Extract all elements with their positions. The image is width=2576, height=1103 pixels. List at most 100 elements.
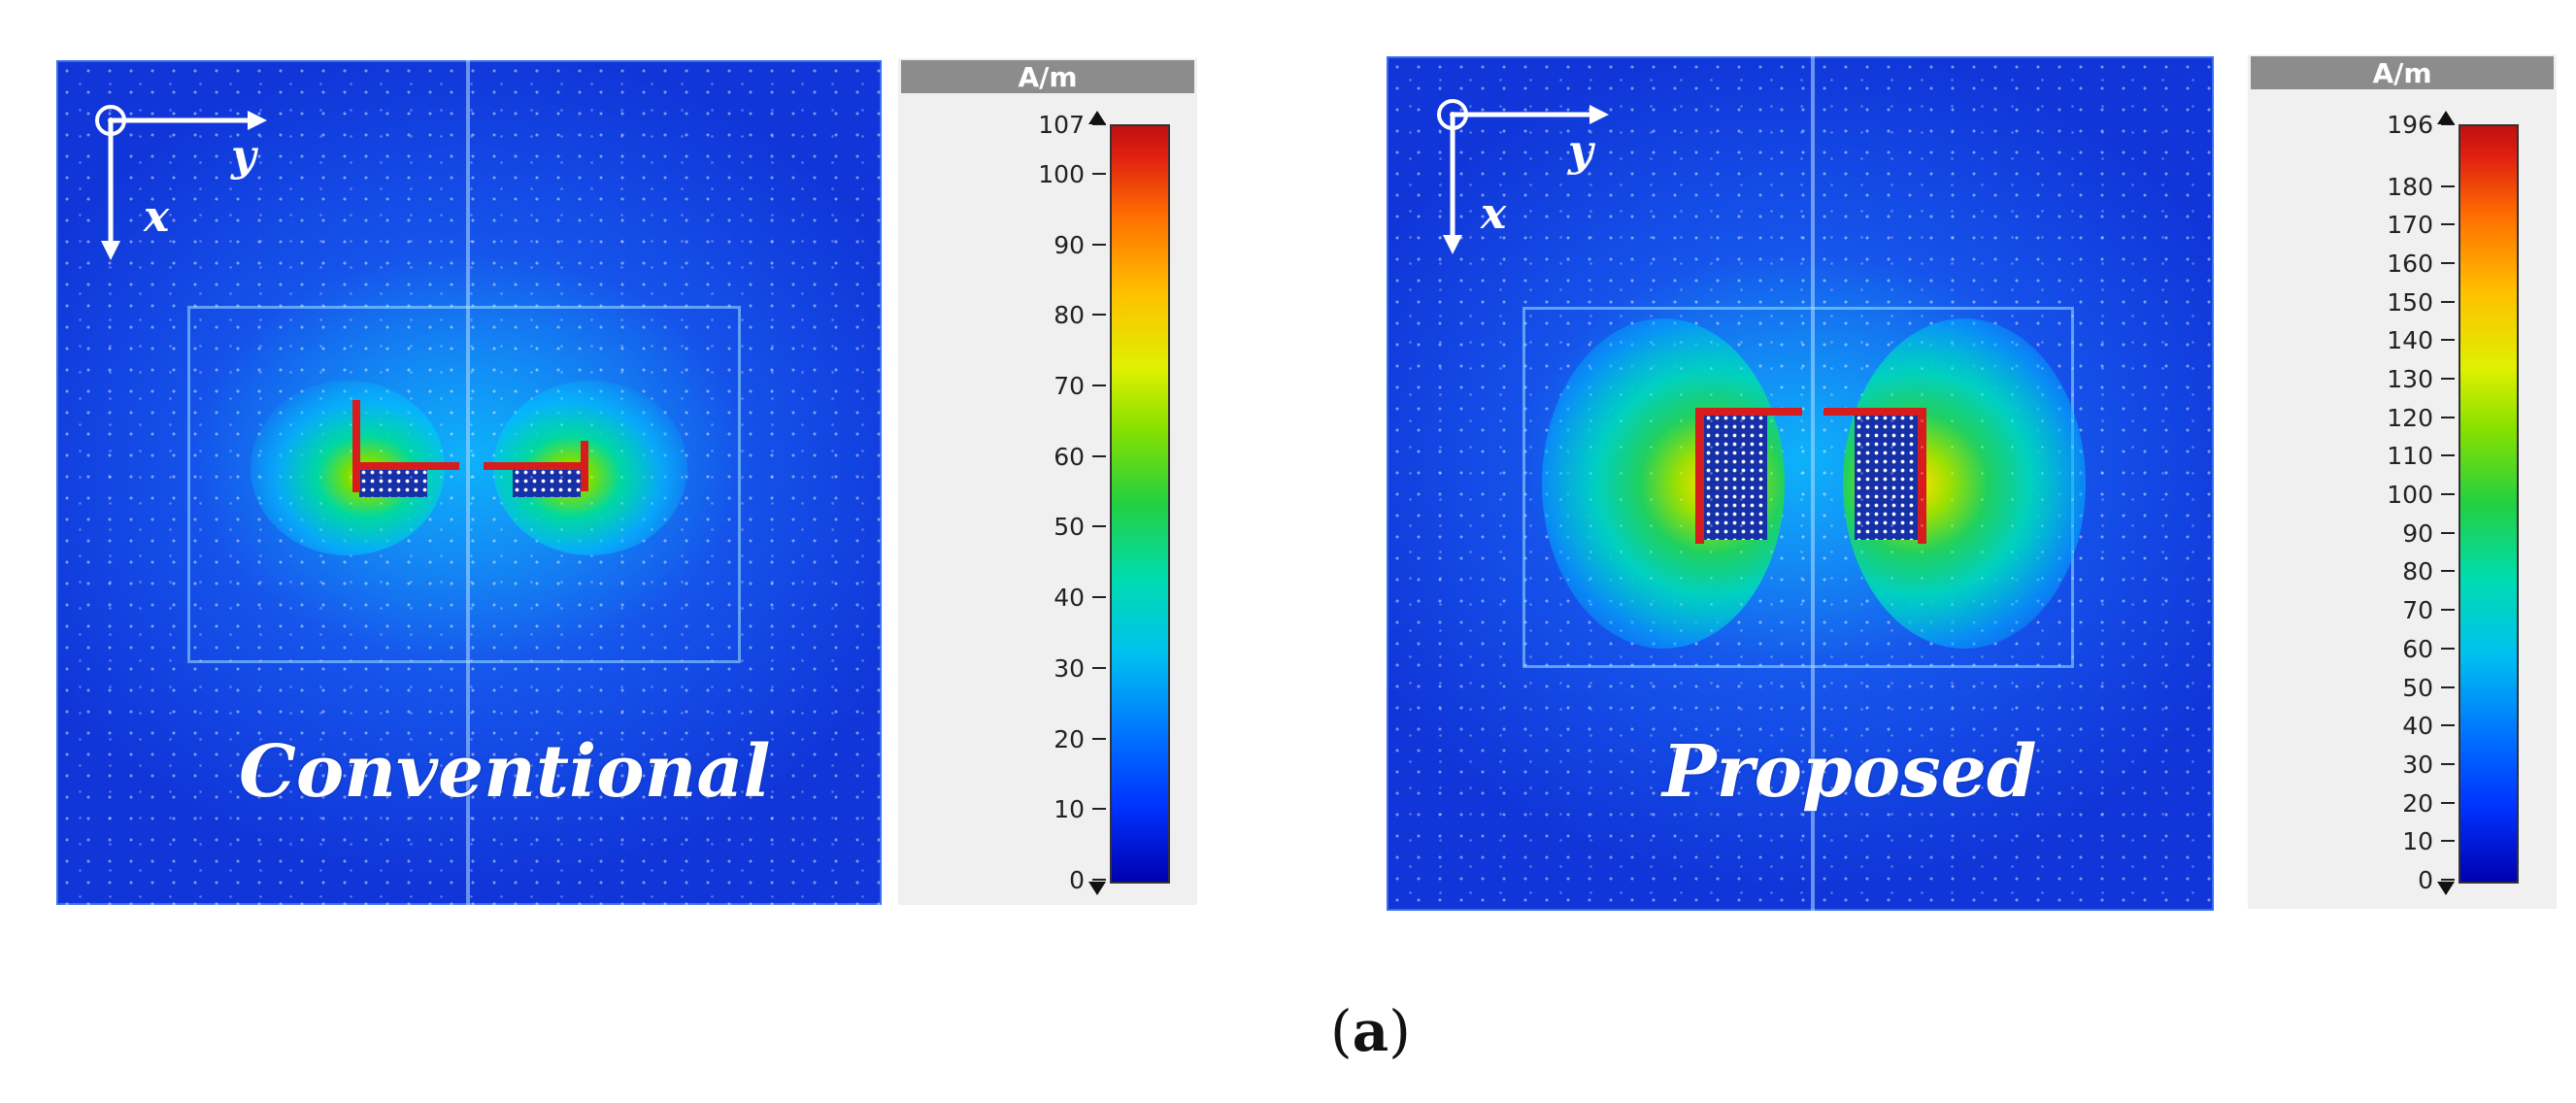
colorbar-tick-label: 110 <box>2387 442 2433 471</box>
overlay-label-proposed: Proposed <box>1662 730 2037 814</box>
colorbar-tick-mark <box>1092 123 1106 125</box>
field-lobe-right <box>493 381 687 555</box>
coil-vertical-left <box>352 400 360 492</box>
colorbar-tick-label: 0 <box>1069 866 1085 894</box>
inner-rect <box>1522 307 2074 668</box>
colorbar-gradient <box>2459 124 2519 884</box>
caption-letter: a <box>1352 998 1389 1064</box>
colorbar-tick-label: 100 <box>2387 481 2433 510</box>
colorbar-tick-mark <box>1092 525 1106 528</box>
colorbar-tick-mark <box>2441 454 2455 457</box>
inner-rect <box>187 306 741 663</box>
colorbar-unit: A/m <box>2251 56 2554 89</box>
colorbar-tick-label: 70 <box>1054 372 1085 401</box>
colorbar-tick-mark <box>2441 377 2455 380</box>
colorbar-tick-mark <box>2441 570 2455 573</box>
colorbar-tick-label: 50 <box>2402 673 2433 702</box>
axis-label-x: x <box>1481 189 1507 239</box>
coil-vertical-right <box>1918 408 1926 544</box>
colorbar-min-arrow-icon <box>2437 882 2455 895</box>
colorbar-tick-label: 170 <box>2387 211 2433 240</box>
colorbar-tick-mark <box>2441 685 2455 688</box>
coil-slot-right <box>1855 414 1918 540</box>
colorbar-tick-label: 160 <box>2387 249 2433 278</box>
colorbar-tick-label: 20 <box>2402 788 2433 818</box>
colorbar-tick-label: 40 <box>1054 584 1085 613</box>
colorbar-tick-mark <box>1092 243 1106 246</box>
coil-horizontal-left <box>352 462 459 470</box>
field-lobe-right <box>1843 318 2086 649</box>
colorbar-tick-label: 180 <box>2387 172 2433 201</box>
coil-vertical-right <box>581 441 588 491</box>
colorbar-tick-mark <box>2441 300 2455 303</box>
colorbar-tick-label: 20 <box>1054 724 1085 753</box>
colorbar-tick-mark <box>1092 596 1106 599</box>
coil-horizontal-right <box>484 462 588 470</box>
colorbar-tick-mark <box>2441 840 2455 843</box>
colorbar-tick-mark <box>2441 879 2455 881</box>
colorbar-tick-mark <box>2441 123 2455 125</box>
colorbar-tick-mark <box>2441 184 2455 187</box>
axis-label-y: y <box>231 131 256 181</box>
coil-slot-left <box>359 468 427 497</box>
colorbar-tick-mark <box>1092 737 1106 740</box>
colorbar-tick-mark <box>2441 531 2455 534</box>
field-lobe-left <box>1542 318 1785 649</box>
colorbar-tick-label: 196 <box>2387 111 2433 139</box>
axis-label-x: x <box>144 192 170 242</box>
coil-slot-right <box>513 468 581 497</box>
colorbar-tick-label: 60 <box>2402 634 2433 663</box>
colorbar-max-arrow-icon <box>1088 111 1106 124</box>
colorbar-tick-mark <box>1092 454 1106 457</box>
colorbar-tick-label: 50 <box>1054 513 1085 542</box>
colorbar-tick-label: 10 <box>1054 795 1085 824</box>
colorbar-tick-label: 90 <box>1054 230 1085 259</box>
colorbar-gradient <box>1110 124 1170 884</box>
coil-horizontal-right <box>1823 408 1926 416</box>
colorbar-tick-mark <box>1092 666 1106 669</box>
colorbar-tick-mark <box>2441 261 2455 264</box>
colorbar-tick-label: 80 <box>2402 557 2433 586</box>
colorbar-tick-mark <box>1092 384 1106 387</box>
figure-caption: (a) <box>1330 998 1411 1064</box>
colorbar-tick-mark <box>2441 724 2455 727</box>
colorbar-tick-mark <box>2441 339 2455 342</box>
coil-slot-left <box>1704 414 1767 540</box>
colorbar-min-arrow-icon <box>1088 882 1106 895</box>
colorbar-tick-mark <box>2441 493 2455 496</box>
axes-icon <box>95 105 267 260</box>
colorbar-tick-mark <box>2441 223 2455 226</box>
colorbar-tick-mark <box>1092 314 1106 317</box>
colorbar-tick-label: 60 <box>1054 442 1085 471</box>
colorbar-tick-mark <box>1092 808 1106 811</box>
colorbar-tick-mark <box>1092 172 1106 175</box>
colorbar-tick-label: 30 <box>1054 653 1085 683</box>
colorbar-tick-label: 80 <box>1054 301 1085 330</box>
field-map-proposed <box>1387 56 2214 911</box>
overlay-label-conventional: Conventional <box>239 730 771 814</box>
coil-vertical-left <box>1695 408 1704 544</box>
colorbar-tick-label: 150 <box>2387 287 2433 317</box>
colorbar-tick-mark <box>1092 879 1106 881</box>
field-map-conventional <box>56 60 882 905</box>
colorbar-tick-label: 0 <box>2418 866 2433 894</box>
colorbar-tick-mark <box>2441 801 2455 804</box>
colorbar-tick-label: 10 <box>2402 827 2433 856</box>
colorbar-unit: A/m <box>901 60 1194 93</box>
colorbar-tick-label: 130 <box>2387 364 2433 393</box>
colorbar-tick-mark <box>2441 647 2455 650</box>
colorbar-tick-mark <box>2441 416 2455 418</box>
colorbar-tick-label: 140 <box>2387 326 2433 355</box>
colorbar-tick-label: 107 <box>1038 111 1085 139</box>
colorbar-tick-label: 100 <box>1038 159 1085 188</box>
colorbar-tick-mark <box>2441 609 2455 612</box>
colorbar-tick-label: 70 <box>2402 596 2433 625</box>
colorbar-max-arrow-icon <box>2437 111 2455 124</box>
field-lobe-left <box>251 381 445 555</box>
coil-horizontal-left <box>1695 408 1802 416</box>
colorbar-tick-label: 30 <box>2402 750 2433 779</box>
axes-icon <box>1437 99 1609 254</box>
colorbar-tick-label: 90 <box>2402 518 2433 548</box>
colorbar-tick-label: 120 <box>2387 403 2433 432</box>
axis-label-y: y <box>1568 126 1593 176</box>
